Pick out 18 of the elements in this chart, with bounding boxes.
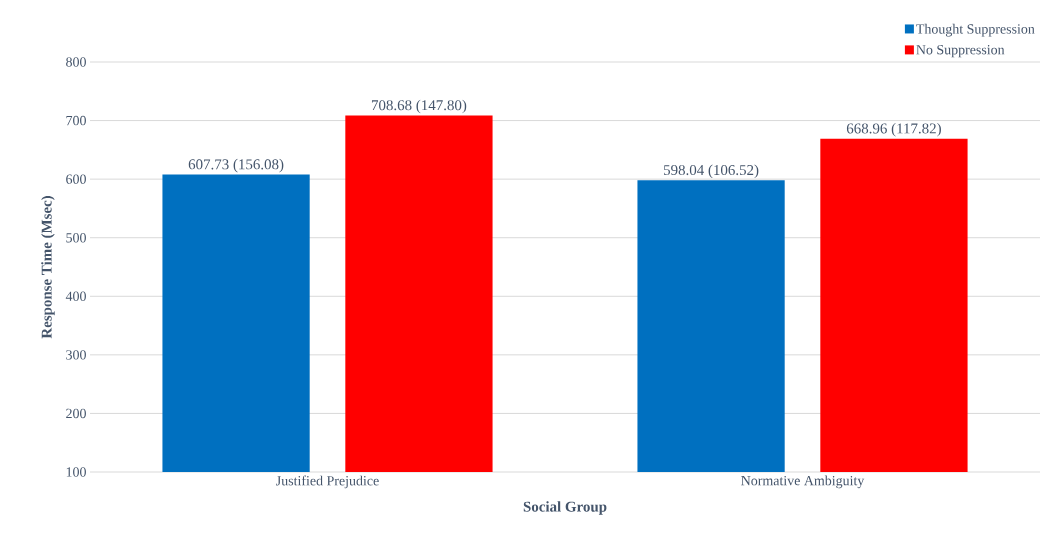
data-label: 708.68 (147.80) <box>371 99 467 114</box>
y-tick-label: 600 <box>66 174 86 184</box>
legend-label: No Suppression <box>916 45 1005 58</box>
y-tick-label: 100 <box>66 467 86 477</box>
y-tick-label: 300 <box>66 350 86 360</box>
data-label: 668.96 (117.82) <box>846 123 941 137</box>
x-tick-label: Normative Ambiguity <box>741 475 865 489</box>
y-tick-label: 200 <box>66 408 86 419</box>
y-tick-label: 700 <box>66 115 86 126</box>
y-tick-label: 800 <box>66 57 86 67</box>
y-axis-title: Response Time (Msec) <box>41 196 55 339</box>
data-label: 607.73 (156.08) <box>188 158 284 173</box>
legend-label: Thought Suppression <box>916 23 1035 37</box>
data-label: 598.04 (106.52) <box>664 164 759 179</box>
y-tick-label: 500 <box>66 233 86 243</box>
y-tick-label: 400 <box>65 291 86 301</box>
x-axis-title: Social Group <box>523 501 607 515</box>
x-tick-label: Justified Prejudice <box>276 475 379 489</box>
